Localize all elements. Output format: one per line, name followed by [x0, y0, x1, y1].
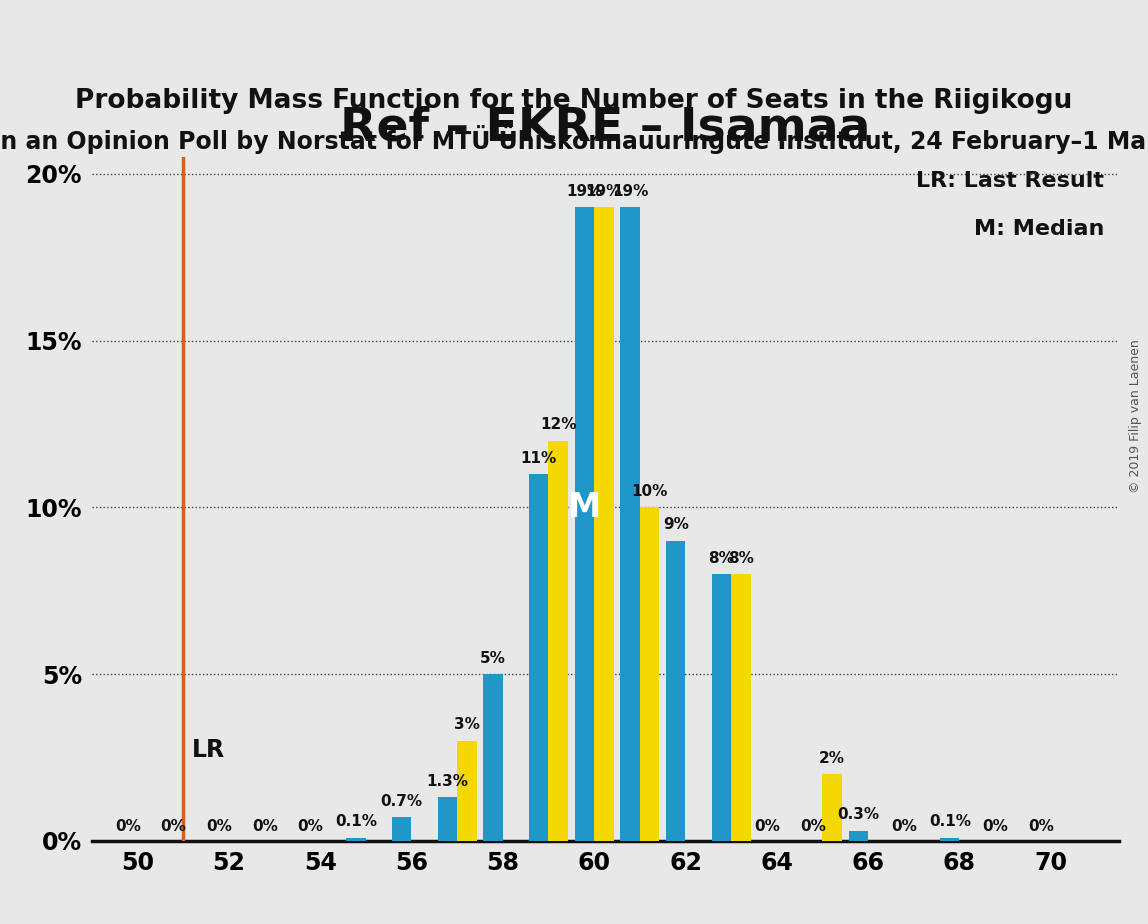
- Text: 0.1%: 0.1%: [335, 814, 378, 829]
- Text: 0.3%: 0.3%: [837, 808, 879, 822]
- Text: 0%: 0%: [1029, 820, 1054, 834]
- Bar: [483, 675, 503, 841]
- Bar: [393, 818, 411, 841]
- Text: 0%: 0%: [115, 820, 141, 834]
- Text: 0%: 0%: [983, 820, 1008, 834]
- Text: 11%: 11%: [521, 451, 557, 466]
- Text: © 2019 Filip van Laenen: © 2019 Filip van Laenen: [1130, 339, 1142, 492]
- Bar: [437, 797, 457, 841]
- Text: 9%: 9%: [662, 517, 689, 532]
- Text: 19%: 19%: [566, 184, 603, 199]
- Bar: [712, 574, 731, 841]
- Text: 8%: 8%: [728, 551, 754, 565]
- Text: M: M: [568, 491, 602, 524]
- Bar: [848, 831, 868, 841]
- Text: 19%: 19%: [612, 184, 649, 199]
- Text: d on an Opinion Poll by Norstat for MTÜ Ühiskonnauuringute Instituut, 24 Februar: d on an Opinion Poll by Norstat for MTÜ …: [0, 125, 1148, 153]
- Text: 0%: 0%: [251, 820, 278, 834]
- Text: 0%: 0%: [161, 820, 186, 834]
- Title: Ref – EKRE – Isamaa: Ref – EKRE – Isamaa: [340, 105, 871, 151]
- Bar: [822, 774, 841, 841]
- Text: 12%: 12%: [540, 418, 576, 432]
- Bar: [620, 207, 639, 841]
- Bar: [347, 837, 366, 841]
- Bar: [549, 441, 568, 841]
- Text: 5%: 5%: [480, 650, 506, 665]
- Bar: [731, 574, 751, 841]
- Bar: [639, 507, 659, 841]
- Text: 0%: 0%: [891, 820, 917, 834]
- Text: 0%: 0%: [297, 820, 324, 834]
- Text: 3%: 3%: [453, 717, 480, 733]
- Text: LR: Last Result: LR: Last Result: [916, 171, 1104, 190]
- Text: 0.7%: 0.7%: [381, 794, 422, 809]
- Bar: [666, 541, 685, 841]
- Bar: [529, 474, 549, 841]
- Text: LR: LR: [193, 738, 225, 762]
- Text: 10%: 10%: [631, 484, 668, 499]
- Text: 0%: 0%: [800, 820, 825, 834]
- Text: 0%: 0%: [754, 820, 779, 834]
- Text: 0%: 0%: [207, 820, 232, 834]
- Text: 8%: 8%: [708, 551, 735, 565]
- Text: 2%: 2%: [820, 751, 845, 766]
- Bar: [595, 207, 613, 841]
- Bar: [575, 207, 595, 841]
- Bar: [940, 837, 960, 841]
- Text: 1.3%: 1.3%: [426, 774, 468, 789]
- Text: M: Median: M: Median: [974, 219, 1104, 238]
- Text: 19%: 19%: [585, 184, 622, 199]
- Text: 0.1%: 0.1%: [929, 814, 971, 829]
- Text: Probability Mass Function for the Number of Seats in the Riigikogu: Probability Mass Function for the Number…: [76, 88, 1072, 114]
- Bar: [457, 741, 476, 841]
